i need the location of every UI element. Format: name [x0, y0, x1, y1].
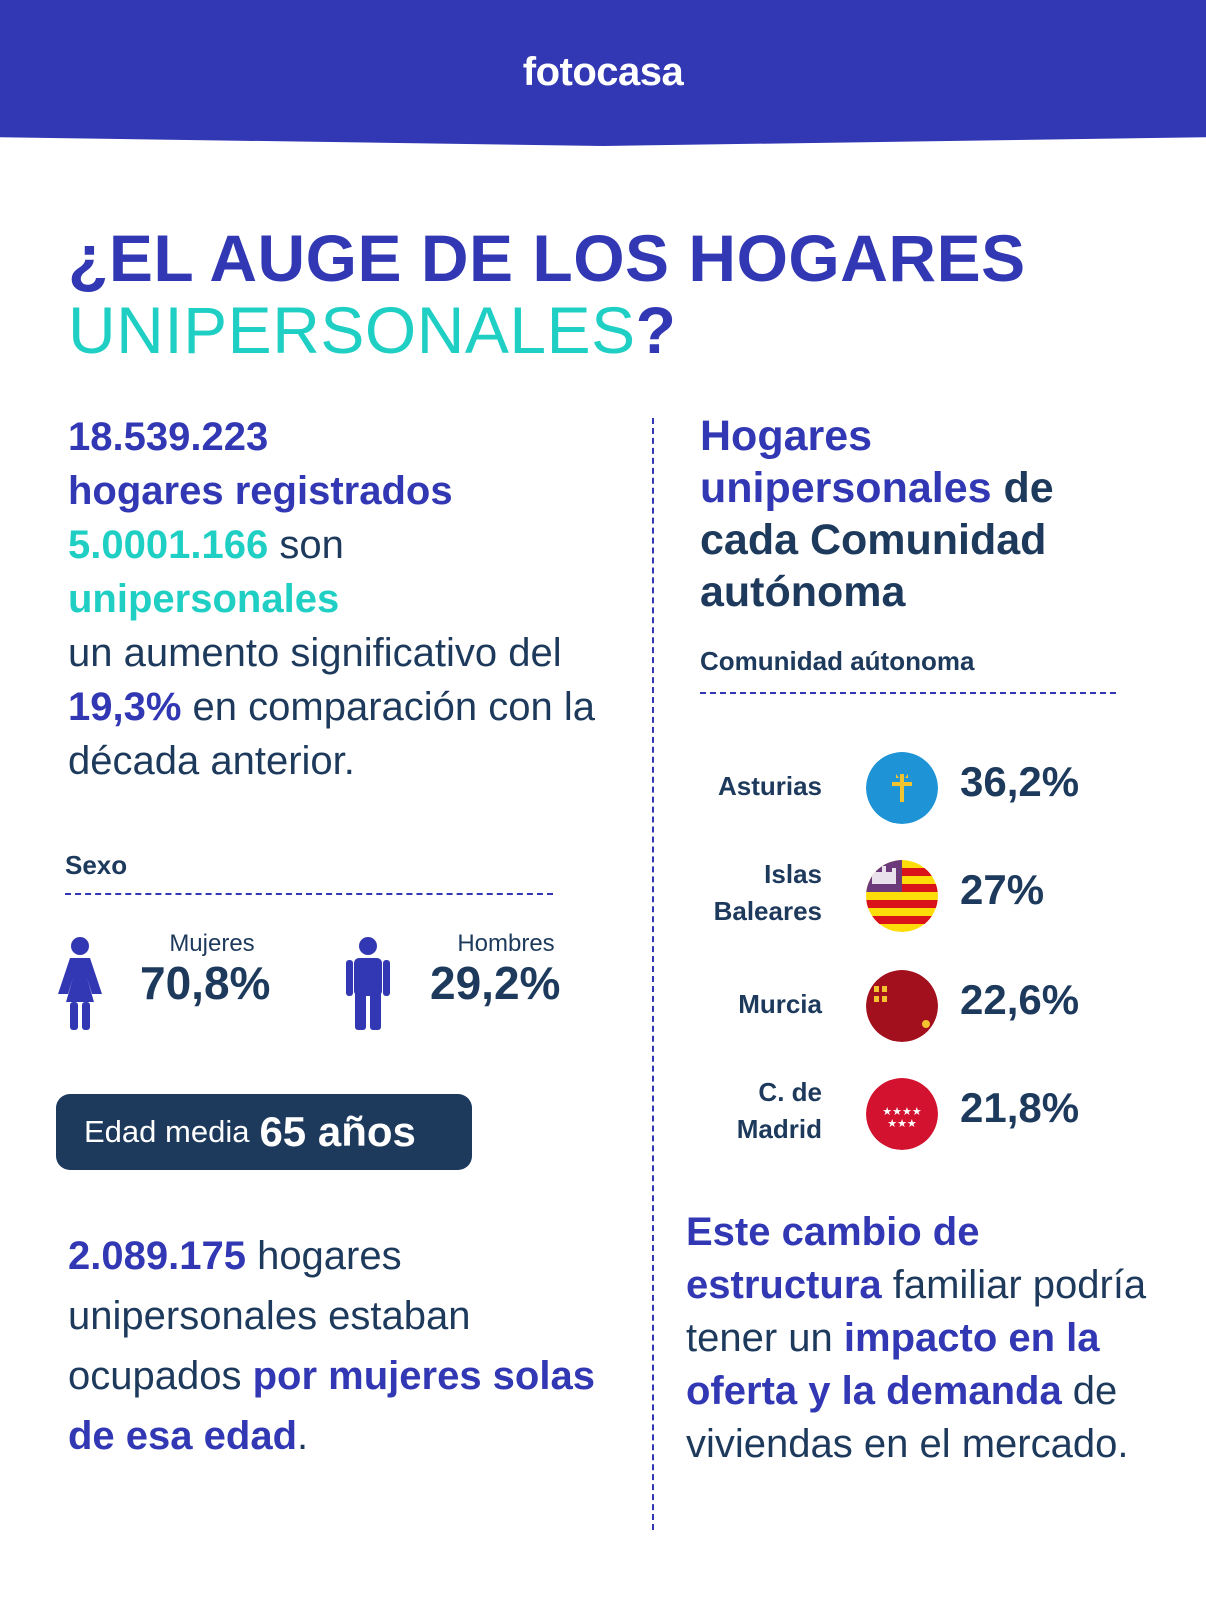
hombres-value: 29,2% — [430, 957, 561, 1009]
edad-label: Edad media — [84, 1114, 250, 1149]
comunidad-label: Comunidad aútonoma — [700, 646, 975, 676]
title-unipersonales: UNIPERSONALES — [68, 293, 636, 367]
hogares-mid: hogares unipersonales estaban ocupados — [68, 1234, 471, 1398]
unipersonales-number: 5.0001.166 — [68, 523, 269, 567]
regions-title-highlight: Hogares unipersonales — [700, 412, 992, 512]
registrados-number: 18.539.223 — [68, 415, 269, 459]
region-pct: 27% — [960, 866, 1045, 913]
region-name-line1: Islas — [764, 859, 822, 889]
impact-text-1: familiar podría tener un — [686, 1263, 1147, 1360]
header-bar — [0, 0, 1206, 146]
hogares-end: . — [297, 1414, 309, 1458]
household-stats: 18.539.223 hogares registrados 5.0001.16… — [68, 410, 628, 788]
region-row-asturias: Asturias 36,2% — [690, 748, 1150, 828]
fotocasa-logo[interactable]: fotocasa — [522, 50, 684, 94]
region-name: Islas Baleares — [672, 856, 822, 930]
region-name-line1: C. de — [758, 1077, 822, 1107]
hogares-mujeres-text: 2.089.175 hogares unipersonales estaban … — [68, 1226, 628, 1466]
impact-text: Este cambio de estructura familiar podrí… — [686, 1206, 1186, 1471]
region-name: C. de Madrid — [672, 1074, 822, 1148]
aumento-text: un aumento significativo del 19,3% en co… — [68, 626, 628, 788]
sexo-divider — [65, 893, 553, 895]
impact-bold-2: impacto en la oferta y la demanda — [686, 1316, 1100, 1413]
murcia-flag-icon — [866, 970, 938, 1042]
svg-text:★★★★: ★★★★ — [882, 1105, 922, 1118]
svg-text:★★★: ★★★ — [887, 1117, 917, 1130]
son-text: son — [268, 523, 344, 567]
region-name-line2: Baleares — [713, 896, 822, 926]
registrados-text: hogares registrados — [68, 469, 453, 513]
edad-value: 65 años — [259, 1108, 416, 1155]
hogares-number: 2.089.175 — [68, 1234, 246, 1278]
region-name: Asturias — [717, 771, 822, 801]
mujeres-value: 70,8% — [140, 957, 271, 1009]
baleares-flag-icon — [866, 860, 938, 932]
region-row-madrid: C. de Madrid ★★★★ ★★★ 21,8% — [690, 1074, 1150, 1154]
regions-title-rest: de cada Comunidad autónoma — [700, 464, 1054, 616]
man-icon — [346, 937, 390, 1030]
impact-bold-1: Este cambio de estructura — [686, 1210, 980, 1307]
region-pct: 22,6% — [960, 976, 1080, 1023]
page-title: ¿EL AUGE DE LOS HOGARES UNIPERSONALES? — [68, 222, 1148, 366]
title-question-mark: ? — [635, 293, 677, 367]
sexo-label: Sexo — [65, 850, 128, 880]
region-pct: 21,8% — [960, 1084, 1080, 1131]
hombres-label: Hombres — [457, 930, 555, 957]
hogares-bold: por mujeres solas de esa edad — [68, 1354, 595, 1458]
region-row-murcia: Murcia 22,6% — [690, 966, 1150, 1046]
title-line-2: UNIPERSONALES? — [68, 294, 1148, 366]
aumento-post: en comparación con la década anterior. — [68, 685, 595, 783]
edad-media-badge: Edad media 65 años — [56, 1094, 472, 1170]
asturias-flag-icon — [866, 752, 938, 824]
column-divider — [652, 418, 654, 1530]
comunidad-divider — [700, 692, 1116, 694]
title-line-1: ¿EL AUGE DE LOS HOGARES — [68, 221, 1026, 295]
region-row-baleares: Islas Baleares 27% — [690, 856, 1150, 936]
aumento-pre: un aumento significativo del — [68, 631, 562, 675]
regions-title: Hogares unipersonales de cada Comunidad … — [700, 410, 1160, 618]
region-pct: 36,2% — [960, 758, 1080, 805]
mujeres-label: Mujeres — [169, 930, 255, 957]
unipersonales-line: 5.0001.166 son — [68, 518, 628, 572]
region-name-line2: Madrid — [736, 1114, 822, 1144]
unipersonales-word: unipersonales — [68, 577, 340, 621]
region-name: Murcia — [738, 989, 822, 1019]
woman-icon — [58, 937, 102, 1030]
madrid-flag-icon: ★★★★ ★★★ — [866, 1078, 938, 1150]
impact-text-2: de viviendas en el mercado. — [686, 1369, 1129, 1466]
aumento-pct: 19,3% — [68, 685, 182, 729]
